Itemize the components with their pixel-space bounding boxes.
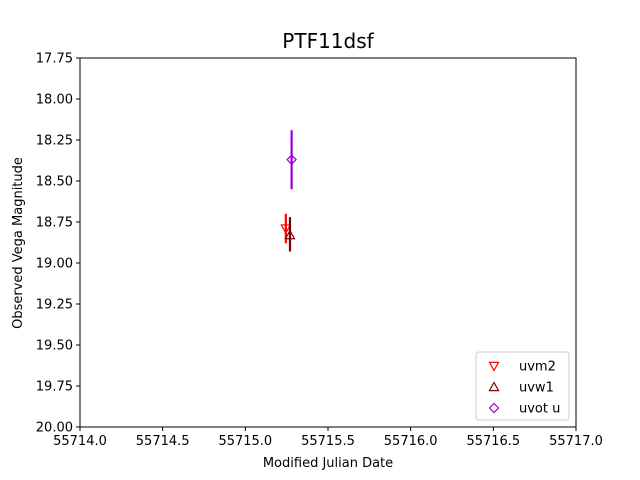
legend: uvm2 uvw1 uvot u: [475, 351, 570, 421]
legend-marker: [488, 361, 500, 372]
y-tick-label: 20.00: [36, 421, 73, 436]
x-tick-label: 55717.0: [549, 434, 603, 449]
x-axis-label: Modified Julian Date: [263, 456, 393, 471]
series-uvot-u: [286, 130, 297, 190]
y-tick-label: 18.50: [36, 175, 73, 190]
legend-label: uvm2: [519, 360, 556, 375]
legend-label: uvw1: [519, 381, 554, 396]
y-tick-label: 17.75: [36, 52, 73, 67]
y-tick-label: 19.75: [36, 380, 73, 395]
data-point: [286, 154, 297, 166]
legend-marker: [488, 402, 500, 414]
x-tick-label: 55716.5: [466, 434, 520, 449]
y-tick-label: 18.00: [36, 93, 73, 108]
data-point: [280, 224, 292, 235]
chart-title: PTF11dsf: [282, 29, 374, 53]
y-axis-label: Observed Vega Magnitude: [11, 157, 26, 329]
legend-label: uvot u: [519, 402, 560, 417]
legend-box: [475, 351, 570, 421]
x-tick-label: 55714.0: [53, 434, 107, 449]
x-tick-label: 55716.0: [384, 434, 438, 449]
y-tick-label: 19.00: [36, 257, 73, 272]
x-tick-label: 55714.5: [136, 434, 190, 449]
x-tick-label: 55715.5: [301, 434, 355, 449]
series-uvw1: [284, 217, 296, 252]
y-axis: 17.75 18.00 18.25 18.50 18.75 19.00 19.25 19.50…: [36, 52, 80, 436]
y-tick-label: 19.25: [36, 298, 73, 313]
data-point: [284, 229, 296, 240]
x-axis: 55714.0 55714.5 55715.0 55715.5 55716.0 55716…: [53, 427, 603, 449]
data-series: [280, 130, 297, 252]
y-tick-label: 18.75: [36, 216, 73, 231]
y-tick-label: 19.50: [36, 339, 73, 354]
legend-marker: [488, 381, 500, 392]
x-tick-label: 55715.0: [218, 434, 272, 449]
y-tick-label: 18.25: [36, 134, 73, 149]
